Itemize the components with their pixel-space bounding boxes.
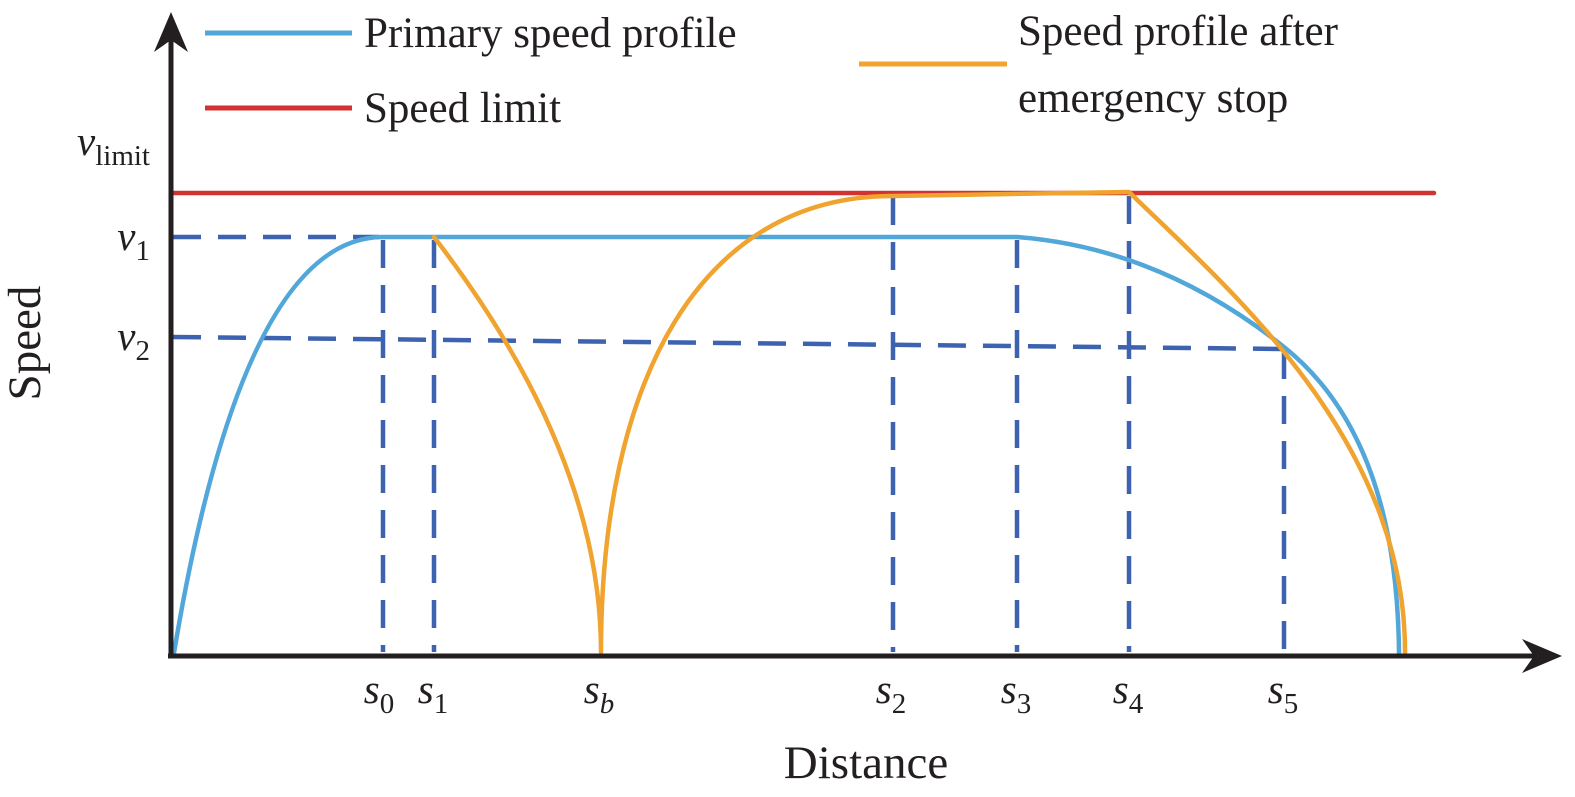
y-tick-v2: v2 [117,313,150,367]
x-tick-s2: s2 [876,666,906,720]
x-tick-sb: sb [584,666,614,720]
x-tick-s5: s5 [1268,666,1298,720]
legend-label-speed-limit: Speed limit [364,85,561,132]
guide-h-v2 [172,334,1285,352]
legend-item-speed-limit: Speed limit [205,85,561,132]
legend: Primary speed profile Speed limit Speed … [205,8,1338,132]
x-tick-s4: s4 [1113,666,1144,720]
dashed-guides [172,196,1287,652]
x-tick-s3: s3 [1001,666,1031,720]
y-axis-title: Speed [0,286,51,401]
legend-label-primary: Primary speed profile [364,10,737,57]
legend-label-emergency-line2: emergency stop [1018,75,1288,122]
y-tick-vlimit: vlimit [77,118,150,172]
x-tick-labels: s0 s1 sb s2 s3 s4 s5 [364,666,1298,720]
x-axis-title: Distance [784,737,948,789]
primary-speed-curve [171,234,1402,656]
legend-label-emergency-line1: Speed profile after [1018,8,1338,55]
axes [154,12,1562,673]
legend-item-emergency: Speed profile after emergency stop [859,8,1338,122]
legend-item-primary: Primary speed profile [205,10,737,57]
x-tick-s1: s1 [418,666,448,720]
y-tick-v1: v1 [117,213,150,267]
y-axis-arrow-icon [154,12,188,52]
x-axis-arrow-icon [1522,639,1562,673]
y-tick-labels: vlimit v1 v2 [77,118,150,367]
x-tick-s0: s0 [364,666,394,720]
emergency-speed-curve [431,189,1408,656]
